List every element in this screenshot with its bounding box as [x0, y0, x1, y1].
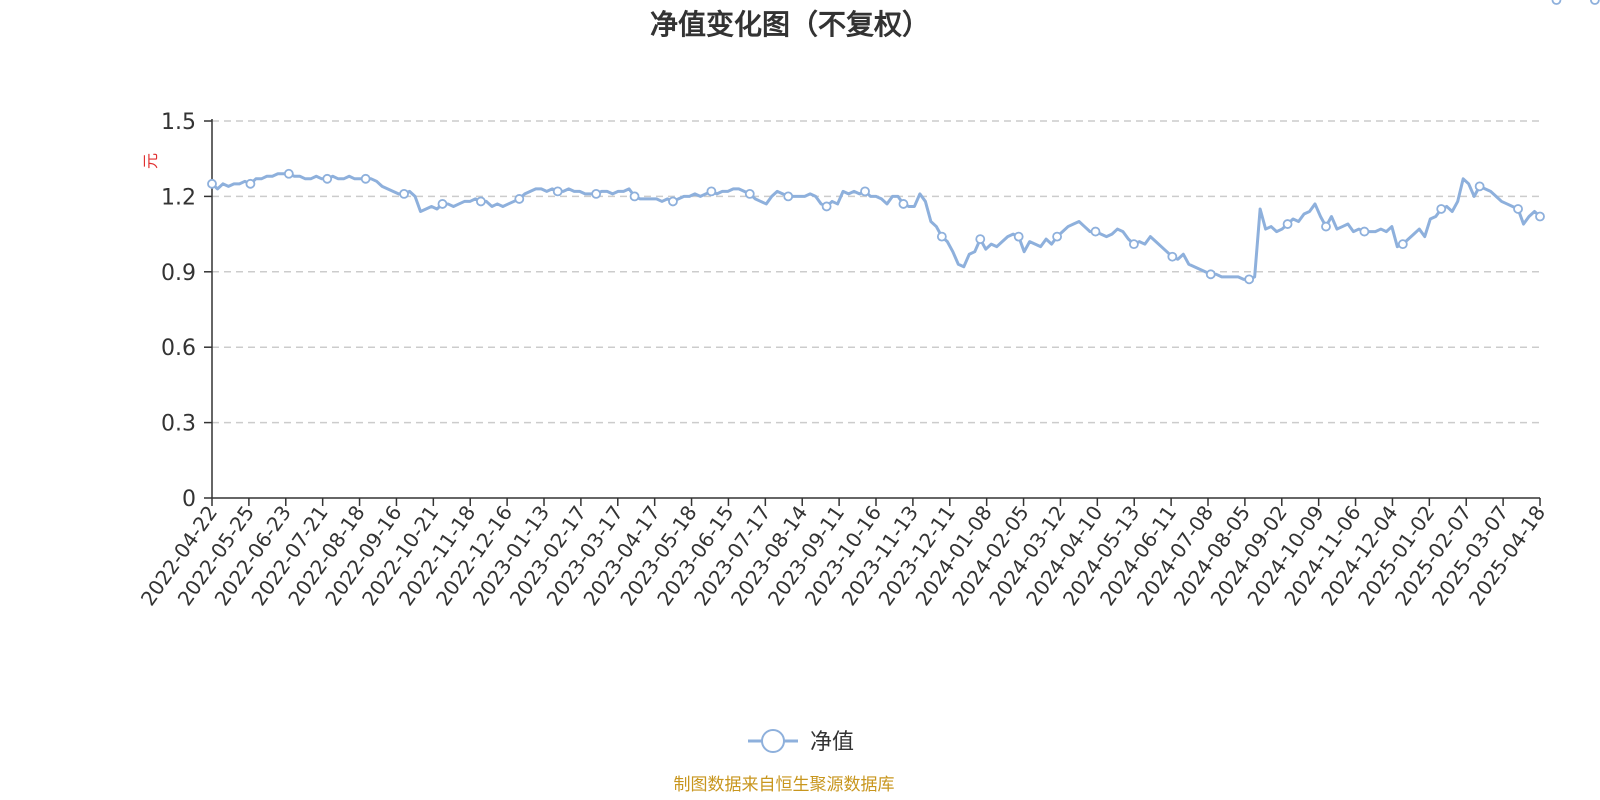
- y-tick-label-1: 0.3: [161, 412, 196, 437]
- data-point-25: [1167, 251, 1178, 262]
- y-tick-label-4: 1.2: [161, 185, 196, 210]
- y-tick-label-3: 0.9: [161, 261, 196, 286]
- data-point-35: [1551, 0, 1562, 5]
- x-axis-ticks: 2022-04-222022-05-252022-06-232022-07-21…: [136, 498, 1550, 610]
- data-point-36: [1589, 0, 1600, 5]
- grid-lines: [212, 120, 1540, 424]
- data-point-9: [552, 186, 563, 197]
- legend-label-net-value: 净值: [810, 730, 854, 755]
- chart-title: 净值变化图（不复权）: [650, 8, 930, 41]
- data-point-1: [245, 178, 256, 189]
- data-point-23: [1090, 226, 1101, 237]
- data-point-7: [475, 196, 486, 207]
- data-point-29: [1321, 221, 1331, 232]
- data-point-0: [207, 178, 217, 189]
- data-point-13: [706, 186, 717, 197]
- data-point-24: [1129, 239, 1139, 250]
- axes: [211, 119, 1540, 499]
- data-point-19: [936, 231, 947, 242]
- y-tick-label-0: 0: [182, 487, 196, 512]
- legend[interactable]: 净值: [748, 729, 854, 755]
- data-point-6: [437, 199, 448, 209]
- net-value-line: [210, 172, 1542, 281]
- data-point-28: [1282, 219, 1293, 229]
- data-point-5: [399, 188, 409, 199]
- data-point-17: [860, 186, 870, 197]
- data-point-30: [1359, 226, 1370, 237]
- data-point-8: [514, 194, 525, 204]
- data-point-12: [668, 196, 678, 207]
- data-point-11: [629, 191, 640, 202]
- data-point-22: [1052, 231, 1062, 242]
- data-point-26: [1205, 269, 1216, 280]
- data-point-21: [1013, 231, 1024, 242]
- data-point-14: [744, 188, 755, 199]
- data-point-last: [1535, 211, 1545, 222]
- data-point-16: [821, 201, 832, 212]
- source-note: 制图数据来自恒生聚源数据库: [674, 775, 895, 795]
- data-point-15: [783, 191, 794, 202]
- series-net-value: [207, 0, 1600, 285]
- data-point-4: [360, 173, 371, 184]
- y-tick-label-2: 0.6: [161, 336, 196, 361]
- data-point-2: [283, 168, 294, 179]
- data-point-31: [1397, 239, 1408, 250]
- data-point-33: [1474, 181, 1485, 192]
- y-axis-ticks: 0 0.3 0.6 0.9 1.2 1.5: [161, 110, 212, 512]
- legend-marker-swatch: [761, 729, 785, 753]
- data-point-3: [322, 173, 333, 184]
- data-point-27: [1244, 274, 1255, 285]
- data-point-18: [898, 199, 909, 209]
- y-tick-label-5: 1.5: [161, 110, 196, 135]
- y-axis-unit-label: 元: [141, 153, 160, 169]
- data-point-20: [975, 234, 986, 245]
- data-point-34: [1513, 204, 1523, 214]
- data-point-10: [591, 188, 602, 199]
- data-point-32: [1436, 204, 1447, 214]
